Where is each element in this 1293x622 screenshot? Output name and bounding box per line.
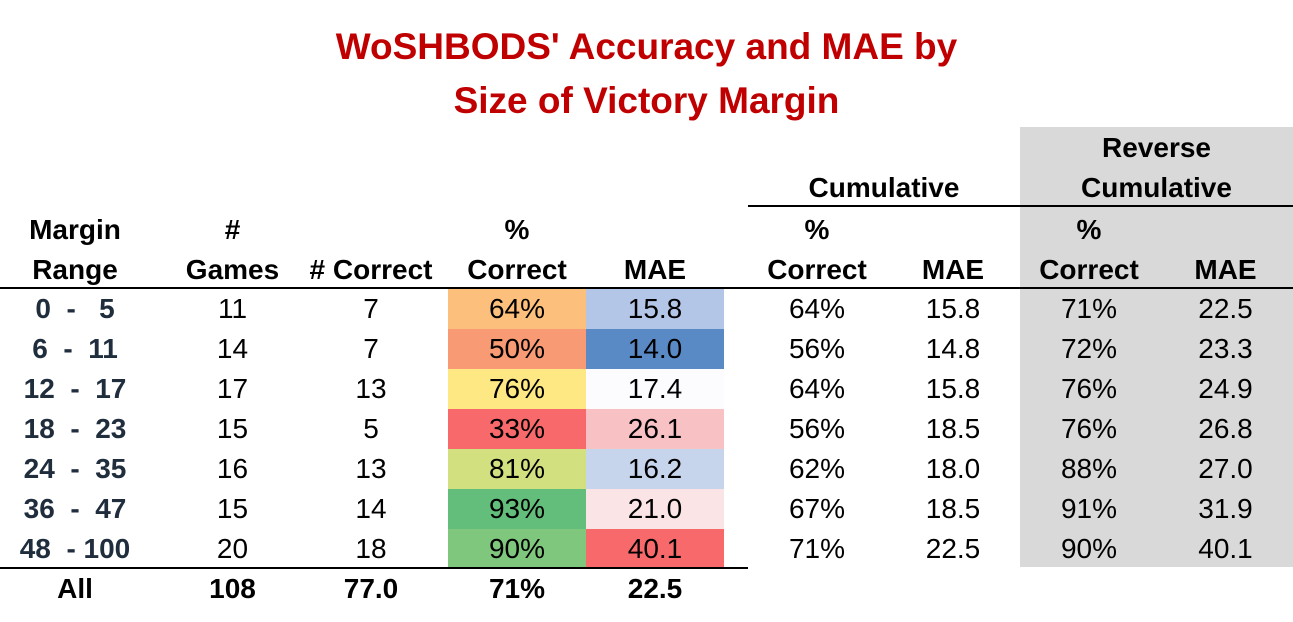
margin-range-cell: 0 - 5 [35,293,115,324]
games-cell: 15 [216,413,249,444]
cum-pct-cell: 64% [788,293,846,324]
correct-cell: 5 [363,413,379,444]
cum-mae-cell: 18.5 [925,413,981,444]
rev-pct-cell: 71% [1060,293,1118,324]
totals-pct: 71% [488,573,546,604]
rev-mae-cell: 23.3 [1198,333,1253,364]
mae-cell: 16.2 [586,449,724,489]
games-cell: 17 [216,373,249,404]
margin-range-cell: 48 - 100 [19,533,131,564]
col-header-margin-line1: Margin [29,214,121,245]
totals-games: 108 [209,573,256,604]
cum-mae-cell: 18.5 [925,493,981,524]
mae-cell: 14.0 [586,329,724,369]
col-header-mae: MAE [623,254,687,285]
rev-mae-cell: 24.9 [1198,373,1253,404]
cum-mae-cell: 15.8 [925,293,981,324]
cum-mae-cell: 14.8 [925,333,981,364]
mae-cell: 21.0 [586,489,724,529]
cum-pct-cell: 56% [788,413,846,444]
rev-mae-cell: 40.1 [1198,533,1253,564]
col-header-cum-pct-line2: Correct [767,254,867,285]
mae-cell: 40.1 [586,529,724,569]
margin-range-cell: 6 - 11 [32,333,118,364]
games-cell: 20 [216,533,249,564]
totals-rule [0,567,748,569]
col-header-rev-pct-line2: Correct [1039,254,1139,285]
col-header-pct-line1: % [504,214,530,245]
rev-pct-cell: 88% [1060,453,1118,484]
rev-pct-cell: 72% [1060,333,1118,364]
rev-pct-cell: 76% [1060,373,1118,404]
games-cell: 11 [217,293,248,324]
rev-mae-cell: 26.8 [1198,413,1253,444]
rev-mae-cell: 27.0 [1198,453,1253,484]
rev-pct-cell: 90% [1060,533,1118,564]
totals-correct: 77.0 [343,573,399,604]
pct-correct-cell: 33% [448,409,586,449]
cum-pct-cell: 64% [788,373,846,404]
rev-pct-cell: 91% [1060,493,1118,524]
header-rule [0,287,1293,289]
col-header-rev-mae: MAE [1194,254,1257,285]
cum-mae-cell: 22.5 [925,533,981,564]
col-header-cum-mae: MAE [921,254,985,285]
correct-cell: 7 [363,293,379,324]
chart-title-line2: Size of Victory Margin [453,80,840,121]
pct-correct-cell: 93% [448,489,586,529]
group-header-reverse-line2: Cumulative [1081,172,1232,203]
margin-range-cell: 36 - 47 [23,493,127,524]
cum-pct-cell: 62% [788,453,846,484]
col-header-correct: # Correct [309,254,433,285]
margin-range-cell: 18 - 23 [23,413,127,444]
chart-title-line1: WoSHBODS' Accuracy and MAE by [335,26,958,67]
col-header-games-line1: # [224,214,241,245]
pct-correct-cell: 81% [448,449,586,489]
mae-cell: 17.4 [586,369,724,409]
pct-correct-cell: 64% [448,289,586,329]
col-header-rev-pct-line1: % [1076,214,1102,245]
correct-cell: 7 [363,333,379,364]
col-header-cum-pct-line1: % [804,214,830,245]
cum-pct-cell: 56% [788,333,846,364]
pct-correct-cell: 50% [448,329,586,369]
rev-pct-cell: 76% [1060,413,1118,444]
correct-cell: 13 [355,373,387,404]
margin-range-cell: 12 - 17 [23,373,127,404]
col-header-margin-line2: Range [32,254,118,285]
cum-mae-cell: 15.8 [925,373,981,404]
games-cell: 15 [216,493,249,524]
totals-label: All [57,573,93,604]
totals-mae: 22.5 [627,573,683,604]
correct-cell: 13 [355,453,387,484]
mae-cell: 26.1 [586,409,724,449]
pct-correct-cell: 76% [448,369,586,409]
col-header-pct-line2: Correct [467,254,567,285]
rev-mae-cell: 22.5 [1198,293,1253,324]
correct-cell: 14 [355,493,387,524]
rev-mae-cell: 31.9 [1198,493,1253,524]
cum-mae-cell: 18.0 [925,453,981,484]
group-header-cumulative: Cumulative [808,172,960,203]
group-header-rule [748,205,1293,207]
games-cell: 14 [216,333,249,364]
cum-pct-cell: 67% [788,493,846,524]
reverse-cumulative-background [1020,127,1293,567]
correct-cell: 18 [355,533,387,564]
pct-correct-cell: 90% [448,529,586,569]
games-cell: 16 [216,453,249,484]
cum-pct-cell: 71% [788,533,846,564]
group-header-reverse-line1: Reverse [1102,132,1211,163]
margin-range-cell: 24 - 35 [23,453,127,484]
mae-cell: 15.8 [586,289,724,329]
col-header-games-line2: Games [185,254,280,285]
